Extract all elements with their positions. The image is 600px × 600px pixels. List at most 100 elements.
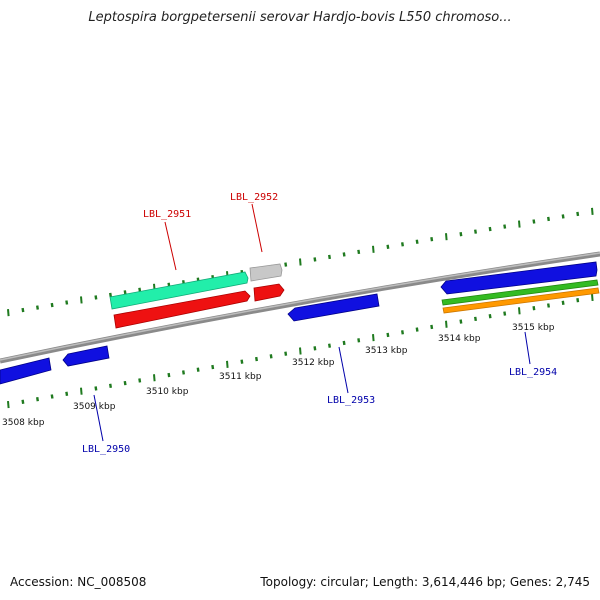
inner-ring-minor-tick bbox=[94, 386, 98, 391]
callout-lbl-2951 bbox=[164, 221, 177, 271]
outer-ring-minor-tick bbox=[36, 305, 39, 310]
chromosome-backbone bbox=[0, 251, 600, 364]
tick-label-3510: 3510 kbp bbox=[146, 387, 189, 397]
outer-ring-major-tick bbox=[7, 309, 10, 317]
inner-ring-minor-tick bbox=[182, 370, 185, 375]
outer-ring-minor-tick bbox=[50, 302, 54, 308]
inner-ring-minor-tick bbox=[284, 351, 288, 356]
gene-lbl-2951-red[interactable] bbox=[113, 290, 251, 329]
outer-ring-minor-tick bbox=[386, 244, 390, 249]
outer-ring-minor-tick bbox=[576, 211, 580, 217]
callout-lbl-2953 bbox=[338, 346, 349, 394]
inner-ring-minor-tick bbox=[36, 397, 39, 402]
outer-ring-minor-tick bbox=[123, 290, 127, 295]
inner-ring-minor-tick bbox=[386, 332, 390, 338]
inner-tick-ring bbox=[7, 293, 594, 409]
inner-ring-major-tick bbox=[518, 307, 521, 315]
gene-lbl-2952-red[interactable] bbox=[253, 283, 285, 302]
inner-ring-minor-tick bbox=[21, 399, 25, 405]
inner-ring-minor-tick bbox=[401, 330, 404, 335]
gene-lbl-2953-blue[interactable] bbox=[287, 293, 380, 322]
outer-ring-minor-tick bbox=[328, 254, 331, 260]
outer-ring-minor-tick bbox=[21, 307, 25, 313]
inner-ring-major-tick bbox=[445, 320, 448, 328]
outer-ring-major-tick bbox=[372, 245, 375, 253]
inner-ring-major-tick bbox=[372, 334, 375, 342]
gene-label-lbl-2950: LBL_2950 bbox=[82, 444, 130, 455]
inner-ring-major-tick bbox=[80, 387, 83, 395]
inner-ring-major-tick bbox=[299, 347, 302, 355]
outer-ring-major-tick bbox=[299, 258, 302, 266]
tick-label-3509: 3509 kbp bbox=[73, 402, 116, 412]
outer-ring-major-tick bbox=[518, 220, 521, 228]
callout-lbl-2952 bbox=[251, 203, 263, 253]
tick-label-3508: 3508 kbp bbox=[2, 418, 45, 428]
inner-ring-minor-tick bbox=[65, 391, 69, 397]
outer-ring-minor-tick bbox=[474, 229, 477, 234]
inner-ring-minor-tick bbox=[415, 327, 419, 332]
outer-ring-minor-tick bbox=[313, 257, 317, 262]
inner-ring-minor-tick bbox=[503, 311, 507, 316]
genome-summary-text: Topology: circular; Length: 3,614,446 bp… bbox=[260, 575, 590, 589]
map-title: Leptospira borgpetersenii serovar Hardjo… bbox=[88, 10, 512, 25]
inner-ring-minor-tick bbox=[561, 300, 565, 305]
outer-ring-minor-tick bbox=[109, 292, 112, 298]
outer-ring-minor-tick bbox=[94, 295, 98, 300]
inner-ring-minor-tick bbox=[109, 383, 112, 388]
inner-ring-minor-tick bbox=[196, 367, 200, 372]
gene-lbl-2951-teal[interactable] bbox=[109, 271, 249, 310]
outer-ring-minor-tick bbox=[401, 242, 404, 247]
inner-ring-minor-tick bbox=[576, 297, 580, 303]
tick-label-3514: 3514 kbp bbox=[438, 334, 481, 344]
outer-ring-major-tick bbox=[80, 296, 83, 304]
tick-label-3511: 3511 kbp bbox=[219, 372, 262, 382]
gene-lbl-2952-gray[interactable] bbox=[249, 263, 283, 282]
outer-ring-minor-tick bbox=[488, 226, 492, 232]
outer-ring-minor-tick bbox=[65, 300, 69, 305]
tick-label-3512: 3512 kbp bbox=[292, 358, 335, 368]
inner-ring-major-tick bbox=[591, 293, 594, 302]
inner-ring-minor-tick bbox=[138, 378, 142, 383]
gene-lbl-2954-green[interactable] bbox=[441, 279, 599, 306]
gene-label-lbl-2951: LBL_2951 bbox=[143, 209, 191, 220]
gene-label-lbl-2954: LBL_2954 bbox=[509, 367, 557, 378]
outer-ring-major-tick bbox=[591, 207, 594, 215]
gene-lbl-2954-orange[interactable] bbox=[442, 287, 600, 314]
tick-label-3513: 3513 kbp bbox=[365, 346, 408, 356]
tick-label-3515: 3515 kbp bbox=[512, 323, 555, 333]
accession-text: Accession: NC_008508 bbox=[10, 575, 147, 589]
outer-ring-minor-tick bbox=[503, 224, 507, 229]
inner-ring-minor-tick bbox=[167, 372, 171, 378]
outer-ring-minor-tick bbox=[532, 219, 536, 224]
inner-ring-minor-tick bbox=[459, 319, 463, 324]
tick-labels: 3508 kbp 3509 kbp 3510 kbp 3511 kbp 3512… bbox=[2, 323, 555, 428]
outer-ring-minor-tick bbox=[430, 237, 434, 242]
inner-ring-minor-tick bbox=[240, 359, 244, 364]
inner-ring-minor-tick bbox=[342, 340, 346, 346]
outer-ring-major-tick bbox=[445, 233, 448, 241]
inner-ring-minor-tick bbox=[313, 346, 317, 351]
inner-ring-minor-tick bbox=[357, 338, 361, 343]
outer-ring-minor-tick bbox=[342, 252, 346, 257]
inner-ring-minor-tick bbox=[255, 356, 258, 362]
inner-ring-minor-tick bbox=[430, 324, 434, 330]
outer-ring-minor-tick bbox=[561, 214, 565, 219]
inner-ring-minor-tick bbox=[474, 316, 477, 322]
gene-lbl-2954-blue[interactable] bbox=[440, 261, 598, 295]
callout-lbl-2950 bbox=[93, 394, 104, 442]
inner-ring-minor-tick bbox=[211, 364, 215, 370]
gene-edge-blue[interactable] bbox=[0, 357, 52, 385]
gene-label-lbl-2953: LBL_2953 bbox=[327, 395, 375, 406]
outer-ring-minor-tick bbox=[284, 262, 288, 267]
outer-ring-minor-tick bbox=[459, 231, 463, 237]
inner-ring-minor-tick bbox=[488, 314, 492, 319]
gene-lbl-2950-blue[interactable] bbox=[62, 345, 110, 367]
inner-ring-minor-tick bbox=[269, 354, 273, 359]
outer-ring-minor-tick bbox=[415, 239, 419, 244]
inner-ring-major-tick bbox=[153, 374, 156, 382]
inner-ring-minor-tick bbox=[328, 343, 331, 348]
chromosome-backbone-highlight bbox=[0, 252, 600, 361]
gene-label-lbl-2952: LBL_2952 bbox=[230, 192, 278, 203]
outer-ring-minor-tick bbox=[357, 249, 361, 255]
